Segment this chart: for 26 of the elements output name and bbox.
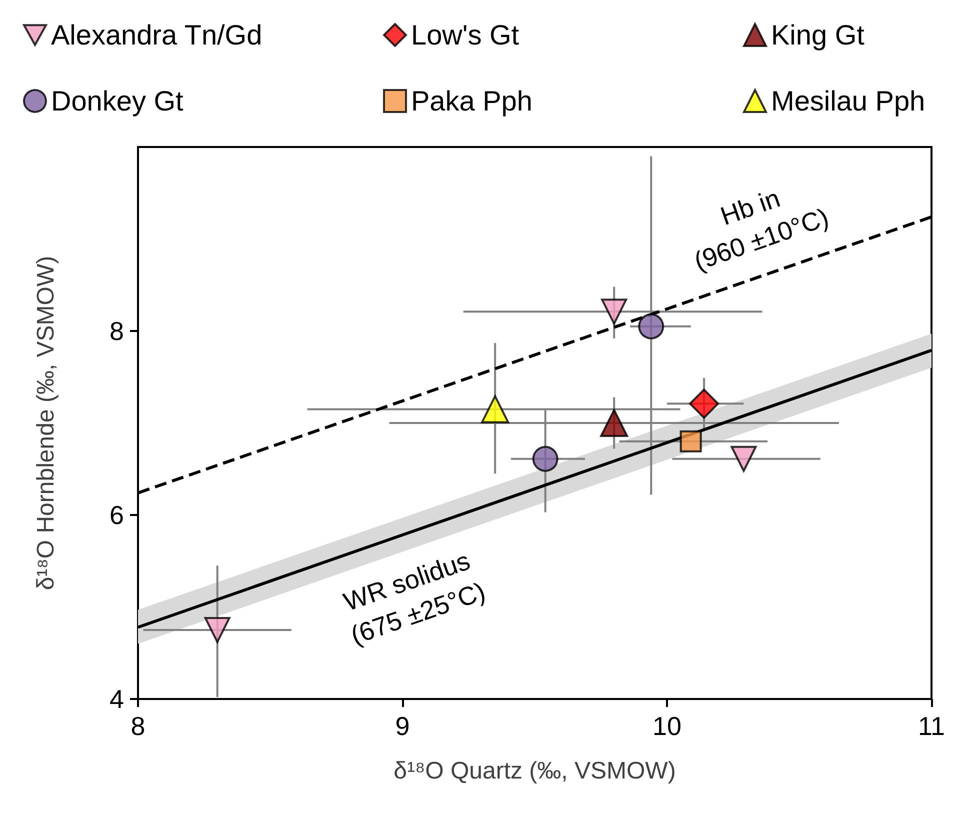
y-axis-title: δ¹⁸O Hornblende (‰, VSMOW) xyxy=(32,256,60,590)
point xyxy=(204,617,230,643)
legend-label: Paka Pph xyxy=(411,86,532,116)
y-tick-label: 4 xyxy=(110,684,124,714)
point xyxy=(730,446,757,472)
legend-label: Low's Gt xyxy=(411,20,520,50)
annotation: Hb in (960 ±10°C) xyxy=(690,182,832,276)
legend-label: Mesilau Pph xyxy=(771,86,926,116)
point xyxy=(638,313,664,340)
x-tick-label: 9 xyxy=(395,711,410,741)
point xyxy=(601,298,628,325)
point xyxy=(689,388,720,419)
annotation: WR solidus (675 ±25°C) xyxy=(340,545,490,650)
legend-label: Alexandra Tn/Gd xyxy=(51,20,262,50)
point xyxy=(680,430,702,452)
x-tick-label: 11 xyxy=(918,711,946,741)
point xyxy=(481,395,510,424)
y-tick-label: 6 xyxy=(110,500,124,530)
x-tick-label: 8 xyxy=(130,711,146,741)
point xyxy=(532,446,558,472)
legend-label: King Gt xyxy=(771,20,865,50)
legend-label: Donkey Gt xyxy=(51,86,184,116)
point xyxy=(600,409,628,437)
x-axis-title: δ¹⁸O Quartz (‰, VSMOW) xyxy=(394,758,676,784)
x-tick-label: 10 xyxy=(652,711,682,741)
y-tick-label: 8 xyxy=(110,316,124,346)
